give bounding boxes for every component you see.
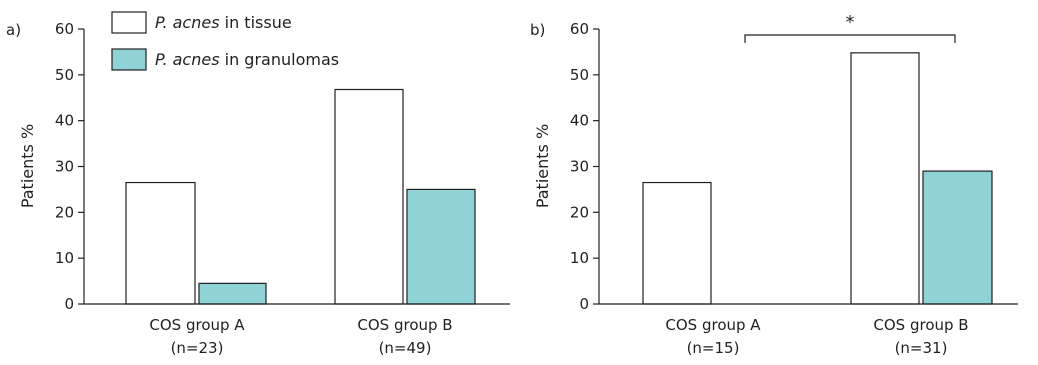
legend-label-tissue: P. acnes in tissue <box>155 13 292 32</box>
panel-a-y-tick-label: 20 <box>55 203 74 221</box>
panel-a-y-tick-label: 50 <box>55 66 74 84</box>
panel-b-bars <box>642 52 993 305</box>
panel-a-bar-tissue-group-b <box>334 88 404 305</box>
panel-a-bars <box>125 88 476 305</box>
panel-b-axes <box>598 29 1018 305</box>
panel-b-y-tick-label: 40 <box>570 112 589 130</box>
panel-a-category-n: (n=49) <box>379 339 432 357</box>
panel-b-category-n: (n=31) <box>895 339 948 357</box>
panel-a-categories: COS group A (n=23) COS group B (n=49) <box>149 316 452 357</box>
legend-swatch-granulomas <box>111 48 147 71</box>
panel-a: a) Patients % 0 10 20 30 40 50 60 COS group A (… <box>6 11 510 357</box>
panel-a-axes <box>83 29 510 305</box>
panel-b-y-tick-label: 50 <box>570 66 589 84</box>
panel-b-categories: COS group A (n=15) COS group B (n=31) <box>665 316 968 357</box>
panel-a-bar-granulomas-group-b <box>406 188 476 305</box>
panel-a-bar-tissue-group-a <box>125 181 196 305</box>
panel-b-y-axis-label: Patients % <box>533 124 552 208</box>
legend: P. acnes in tissue P. acnes in granuloma… <box>111 11 339 71</box>
panel-b-y-tick-label: 30 <box>570 158 589 176</box>
panel-a-y-axis-label: Patients % <box>18 124 37 208</box>
panel-b-y-tick-label: 0 <box>579 295 589 313</box>
panel-a-y-ticks: 0 10 20 30 40 50 60 <box>55 20 84 313</box>
panel-a-y-tick-label: 30 <box>55 158 74 176</box>
legend-label-granulomas: P. acnes in granulomas <box>155 50 339 69</box>
panel-a-y-tick-label: 60 <box>55 20 74 38</box>
significance-star: * <box>846 12 855 33</box>
panel-a-label: a) <box>6 21 21 39</box>
panel-b-bar-granulomas-group-b <box>922 170 993 305</box>
panel-b-bar-tissue-group-b <box>850 52 920 305</box>
panel-b-y-ticks: 0 10 20 30 40 50 60 <box>570 20 599 313</box>
panel-b-y-tick-label: 20 <box>570 203 589 221</box>
panel-a-category-label: COS group A <box>149 316 245 334</box>
panel-a-category-label: COS group B <box>357 316 452 334</box>
panel-b: b) Patients % 0 10 20 30 40 50 60 COS group A (… <box>530 12 1018 357</box>
panel-b-category-n: (n=15) <box>687 339 740 357</box>
panel-b-significance: * <box>744 12 956 43</box>
panel-b-bar-tissue-group-a <box>642 181 712 305</box>
panel-a-y-tick-label: 0 <box>64 295 74 313</box>
panel-b-category-label: COS group A <box>665 316 761 334</box>
panel-b-label: b) <box>530 21 545 39</box>
legend-swatch-tissue <box>111 11 147 34</box>
panel-a-y-tick-label: 10 <box>55 249 74 267</box>
panel-a-y-tick-label: 40 <box>55 112 74 130</box>
panel-b-y-tick-label: 60 <box>570 20 589 38</box>
panel-a-category-n: (n=23) <box>171 339 224 357</box>
panel-b-category-label: COS group B <box>873 316 968 334</box>
panel-a-bar-granulomas-group-a <box>198 282 267 305</box>
significance-bracket <box>744 34 956 43</box>
panel-b-y-tick-label: 10 <box>570 249 589 267</box>
